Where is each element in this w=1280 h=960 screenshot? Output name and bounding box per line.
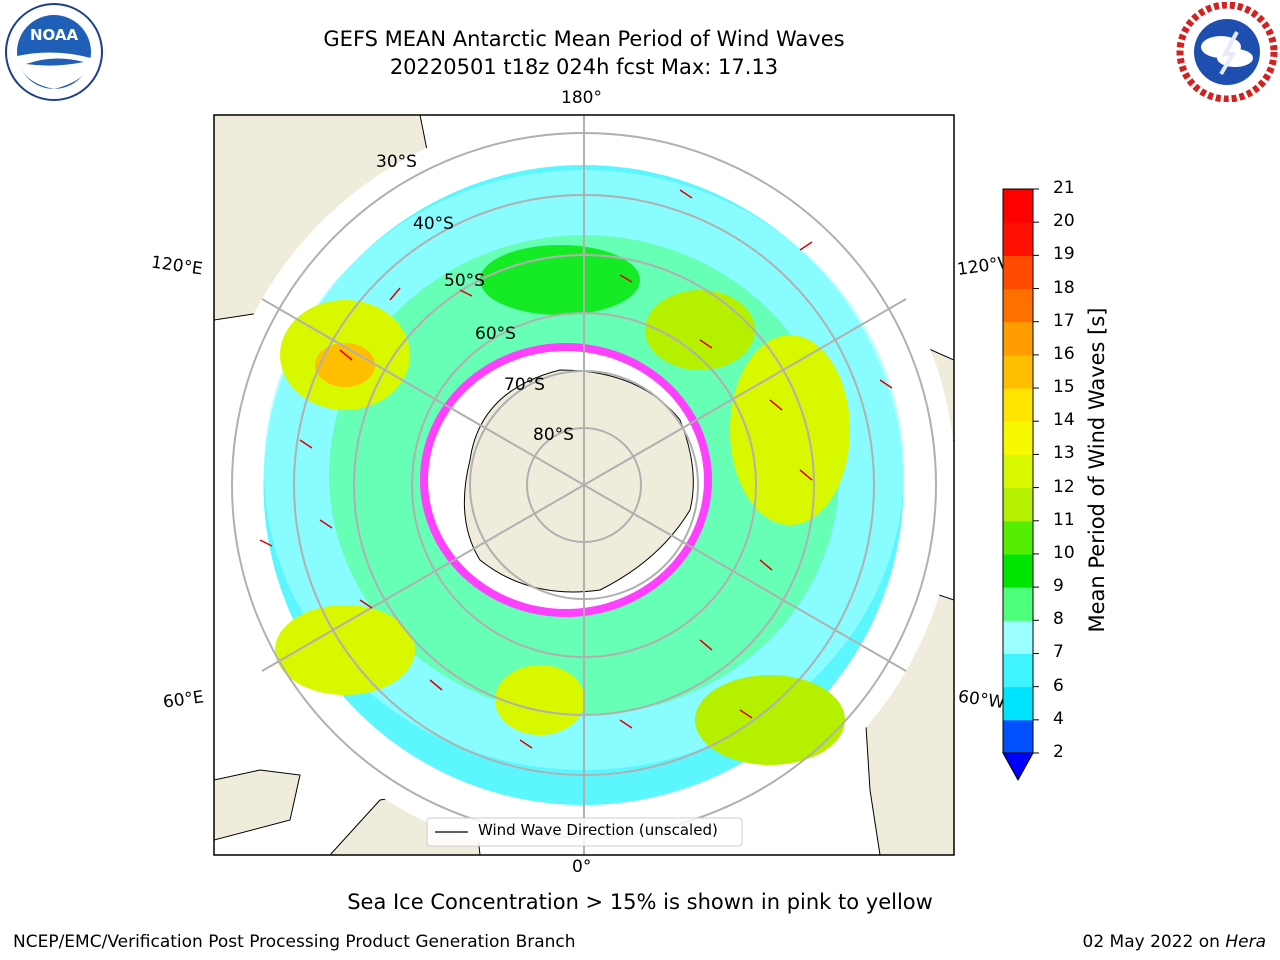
colorbar-tick-label: 15	[1053, 377, 1075, 398]
footer-machine: Hera	[1225, 932, 1266, 952]
colorbar-band	[1003, 686, 1033, 721]
colorbar-band	[1003, 454, 1033, 489]
colorbar-band	[1003, 222, 1033, 256]
colorbar-band	[1003, 354, 1033, 389]
footer-date-text: 02 May 2022 on	[1082, 932, 1226, 952]
colorbar-band	[1003, 421, 1033, 455]
footer-date: 02 May 2022 on Hera	[1083, 932, 1267, 952]
colorbar-tick-label: 13	[1053, 443, 1075, 464]
svg-text:NOAA: NOAA	[30, 26, 79, 44]
colorbar-tick-label: 6	[1053, 675, 1064, 696]
lat-label-50s: 50°S	[444, 271, 485, 291]
colorbar-tick-label: 12	[1053, 476, 1075, 497]
colorbar-tick-label: 7	[1053, 642, 1064, 663]
colorbar-outline	[1002, 188, 1034, 754]
legend-box	[426, 817, 743, 847]
colorbar-tick-label: 17	[1053, 310, 1075, 331]
lat-label-30s: 30°S	[376, 152, 417, 172]
colorbar-band	[1003, 553, 1033, 588]
legend-label: Wind Wave Direction (unscaled)	[478, 821, 718, 839]
colorbar-tick-label: 8	[1053, 609, 1064, 630]
lon-label-0: 0°	[572, 857, 592, 877]
colorbar-label: Mean Period of Wind Waves [s]	[1085, 307, 1109, 633]
map-title: GEFS MEAN Antarctic Mean Period of Wind …	[323, 27, 845, 51]
colorbar-tick-label: 4	[1053, 708, 1064, 729]
lat-label-70s: 70°S	[504, 375, 545, 395]
colorbar-band	[1003, 653, 1033, 688]
madagascar-land	[214, 769, 301, 841]
graticule	[231, 115, 937, 855]
colorbar-tick-label: 9	[1053, 576, 1064, 597]
colorbar-tick-marks	[1033, 188, 1039, 754]
lon-label-180: 180°	[561, 88, 602, 108]
colorbar-bands	[1003, 189, 1033, 754]
colorbar-band	[1003, 288, 1033, 323]
colorbar-tick-label: 14	[1053, 410, 1075, 431]
footer-credit: NCEP/EMC/Verification Post Processing Pr…	[13, 932, 576, 952]
lat-label-40s: 40°S	[413, 214, 454, 234]
colorbar-tick-label: 11	[1053, 509, 1075, 530]
colorbar-tick-label: 2	[1053, 742, 1064, 762]
colorbar-band	[1003, 388, 1033, 422]
colorbar-tick-label: 20	[1053, 211, 1075, 232]
colorbar-band	[1003, 520, 1033, 555]
colorbar-band	[1003, 189, 1033, 223]
colorbar-band	[1003, 255, 1033, 290]
colorbar-band	[1003, 487, 1033, 522]
colorbar-tick-label: 21	[1053, 178, 1075, 198]
colorbar-tick-label: 10	[1053, 542, 1075, 563]
colorbar-tick-label: 16	[1053, 343, 1075, 364]
colorbar-band	[1003, 719, 1033, 754]
noaa-logo: NOAA	[5, 3, 103, 101]
colorbar-tick-label: 19	[1053, 244, 1075, 265]
nws-logo	[1176, 2, 1278, 102]
sea-ice-note: Sea Ice Concentration > 15% is shown in …	[347, 890, 933, 914]
lat-label-60s: 60°S	[475, 324, 516, 344]
colorbar-band	[1003, 620, 1033, 654]
colorbar-under-triangle	[1002, 752, 1034, 782]
wind-wave-arrows	[259, 189, 893, 749]
map-subtitle: 20220501 t18z 024h fcst Max: 17.13	[389, 55, 779, 79]
lat-label-80s: 80°S	[533, 425, 574, 445]
map-frame	[213, 114, 955, 856]
colorbar-band	[1003, 321, 1033, 356]
colorbar-band	[1003, 587, 1033, 621]
colorbar-tick-label: 18	[1053, 277, 1075, 298]
